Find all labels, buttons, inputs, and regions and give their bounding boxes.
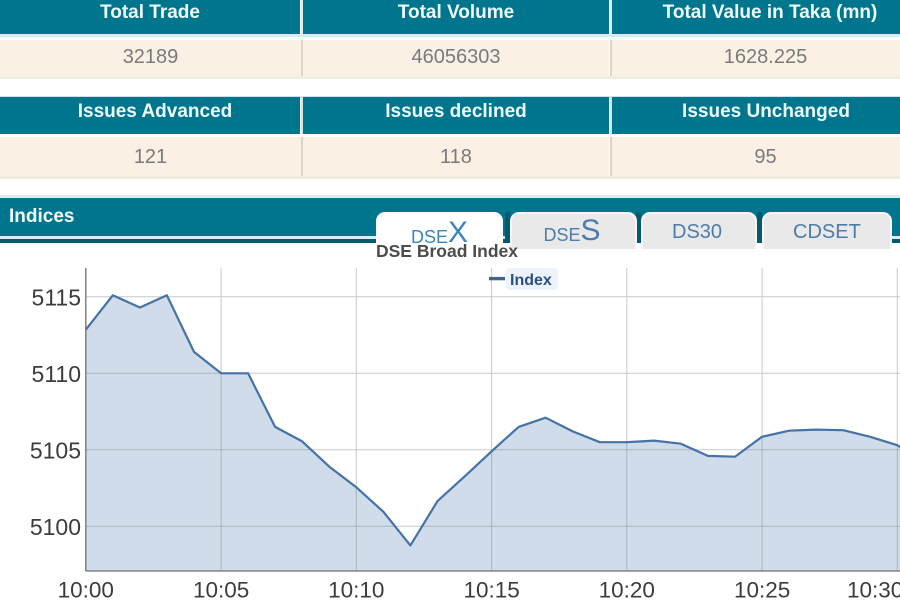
svg-text:Index: Index — [510, 272, 552, 289]
svg-text:10:15: 10:15 — [463, 578, 519, 600]
svg-text:10:20: 10:20 — [599, 578, 655, 600]
svg-text:5115: 5115 — [32, 285, 81, 311]
svg-text:10:00: 10:00 — [58, 578, 114, 600]
svg-text:DSE Broad Index: DSE Broad Index — [376, 241, 518, 261]
svg-text:5105: 5105 — [30, 438, 81, 464]
svg-text:10:05: 10:05 — [193, 578, 249, 600]
svg-text:10:25: 10:25 — [734, 578, 790, 600]
svg-text:5100: 5100 — [30, 514, 81, 540]
svg-text:5110: 5110 — [32, 361, 81, 387]
svg-text:10:10: 10:10 — [328, 578, 384, 600]
svg-text:10:30: 10:30 — [847, 578, 900, 600]
